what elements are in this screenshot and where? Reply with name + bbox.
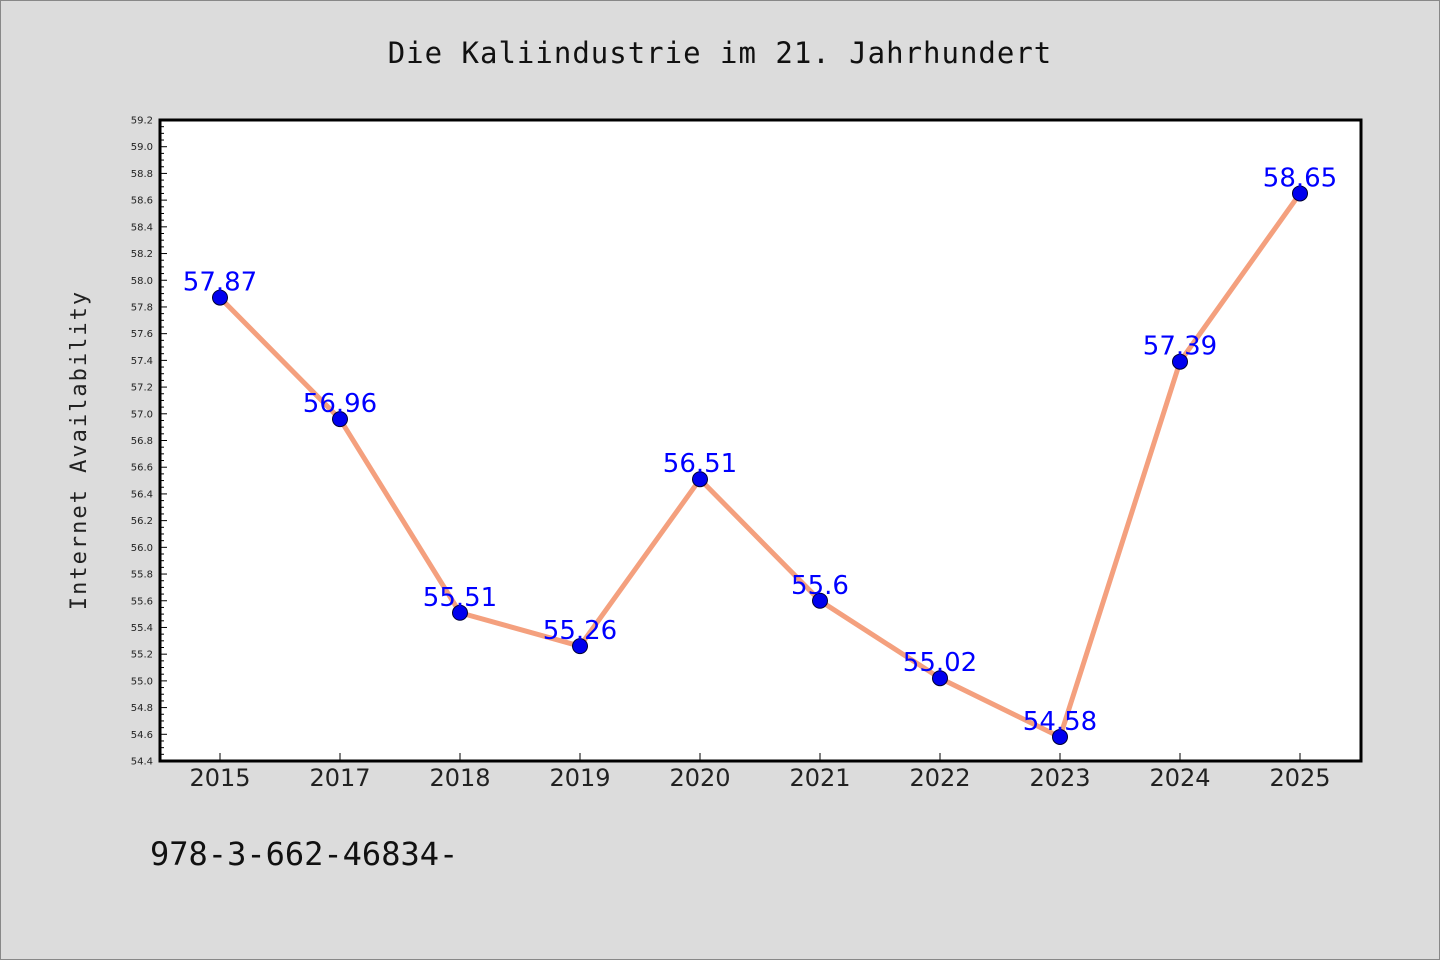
y-tick-label: 54.6 xyxy=(131,730,153,741)
data-label: 55.26 xyxy=(543,616,617,646)
data-label: 56.51 xyxy=(663,449,737,479)
plot-border xyxy=(158,118,1363,763)
data-label: 57.87 xyxy=(183,268,257,298)
x-tick-label: 2021 xyxy=(789,764,850,792)
y-tick-label: 57.4 xyxy=(131,356,153,367)
x-tick-label: 2018 xyxy=(429,764,490,792)
y-tick-label: 59.0 xyxy=(131,142,153,153)
data-point-marker xyxy=(452,604,468,621)
y-tick-label: 56.0 xyxy=(131,543,153,554)
y-tick-label: 56.6 xyxy=(131,463,153,474)
x-tick-label: 2024 xyxy=(1149,764,1210,792)
y-tick-label: 54.4 xyxy=(131,757,153,768)
data-label: 56.96 xyxy=(303,389,377,419)
data-label: 54.58 xyxy=(1023,707,1097,737)
footer-isbn-text: 978-3-662-46834- xyxy=(150,835,458,873)
x-tick-label: 2015 xyxy=(189,764,250,792)
data-label: 55.02 xyxy=(903,648,977,678)
y-tick-label: 55.2 xyxy=(131,650,153,661)
data-label: 58.65 xyxy=(1263,163,1337,193)
data-point-marker xyxy=(1052,728,1068,745)
y-tick-label: 59.2 xyxy=(131,116,153,127)
marker-group xyxy=(212,185,1308,745)
data-point-marker xyxy=(932,670,948,687)
data-point-marker xyxy=(692,471,708,488)
data-point-marker xyxy=(572,638,588,655)
series-line-group xyxy=(217,190,1303,740)
y-tick-label: 58.2 xyxy=(131,249,153,260)
data-point-marker xyxy=(812,592,828,609)
y-tick-label: 55.8 xyxy=(131,570,153,581)
x-tick-label: 2022 xyxy=(909,764,970,792)
y-tick-label: 55.0 xyxy=(131,676,153,687)
x-tick-label: 2019 xyxy=(549,764,610,792)
data-label: 57.39 xyxy=(1143,332,1217,362)
x-tick-label: 2017 xyxy=(309,764,370,792)
series-line xyxy=(217,190,1303,740)
y-axis: 54.4 54.6 54.8 55.0 55.2 55.4 55.6 55.8 56.0 56.2… xyxy=(131,116,167,768)
x-tick-label: 2020 xyxy=(669,764,730,792)
y-tick-label: 57.6 xyxy=(131,329,153,340)
y-tick-label: 56.2 xyxy=(131,516,153,527)
y-tick-label: 56.4 xyxy=(131,489,153,500)
data-label: 55.6 xyxy=(791,571,849,601)
chart-title: Die Kaliindustrie im 21. Jahrhundert xyxy=(388,36,1053,70)
y-tick-label: 57.0 xyxy=(131,409,153,420)
y-tick-label: 58.6 xyxy=(131,196,153,207)
y-tick-label: 58.8 xyxy=(131,169,153,180)
data-label-group: 57.87 56.96 55.51 55.26 56.51 55.6 55.02 54.58 5… xyxy=(183,163,1337,737)
y-tick-label: 55.4 xyxy=(131,623,153,634)
y-tick-label: 56.8 xyxy=(131,436,153,447)
data-point-marker xyxy=(1292,185,1308,202)
y-tick-label: 57.2 xyxy=(131,383,153,394)
y-axis-label: Internet Availability xyxy=(67,290,92,610)
data-point-marker xyxy=(332,411,348,428)
y-tick-label: 54.8 xyxy=(131,703,153,714)
x-tick-label: 2025 xyxy=(1269,764,1330,792)
data-point-marker xyxy=(1172,353,1188,370)
data-point-marker xyxy=(212,289,228,306)
y-tick-label: 58.4 xyxy=(131,222,153,233)
y-tick-label: 55.6 xyxy=(131,596,153,607)
y-tick-label: 58.0 xyxy=(131,276,153,287)
x-tick-label: 2023 xyxy=(1029,764,1090,792)
plot-area xyxy=(160,120,1361,761)
y-tick-label: 57.8 xyxy=(131,302,153,313)
data-label: 55.51 xyxy=(423,583,497,613)
